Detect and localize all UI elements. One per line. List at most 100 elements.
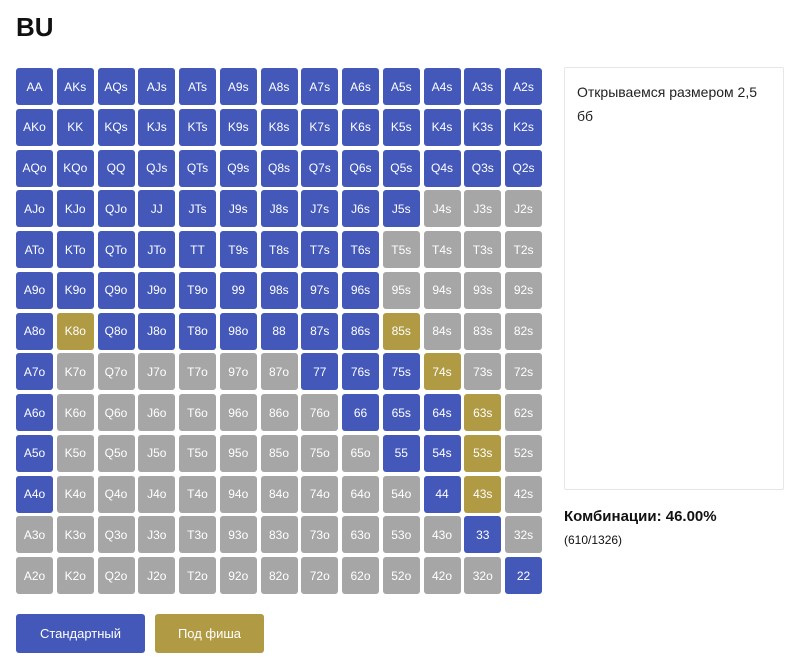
hand-cell-64o[interactable]: 64o: [342, 475, 379, 513]
hand-cell-Q6o[interactable]: Q6o: [97, 394, 135, 431]
hand-cell-J8s[interactable]: J8s: [260, 190, 298, 228]
hand-cell-J5o[interactable]: J5o: [138, 434, 176, 472]
hand-cell-62o[interactable]: 62o: [342, 557, 379, 594]
hand-cell-Q4s[interactable]: Q4s: [423, 149, 461, 187]
hand-cell-A3s[interactable]: A3s: [464, 68, 502, 105]
hand-cell-75s[interactable]: 75s: [382, 353, 420, 391]
hand-cell-86s[interactable]: 86s: [342, 312, 379, 350]
hand-cell-32s[interactable]: 32s: [505, 516, 542, 554]
hand-cell-JJ[interactable]: JJ: [138, 190, 176, 228]
hand-cell-T4s[interactable]: T4s: [423, 231, 461, 268]
hand-cell-Q3s[interactable]: Q3s: [464, 149, 502, 187]
hand-cell-QTs[interactable]: QTs: [179, 149, 216, 187]
hand-cell-T5s[interactable]: T5s: [382, 231, 420, 268]
hand-cell-T7s[interactable]: T7s: [301, 231, 339, 268]
hand-cell-87s[interactable]: 87s: [301, 312, 339, 350]
hand-cell-AQo[interactable]: AQo: [16, 149, 53, 187]
hand-cell-T9s[interactable]: T9s: [219, 231, 257, 268]
hand-cell-T2o[interactable]: T2o: [179, 557, 216, 594]
hand-cell-T3s[interactable]: T3s: [464, 231, 502, 268]
hand-cell-K3s[interactable]: K3s: [464, 108, 502, 146]
hand-cell-Q8o[interactable]: Q8o: [97, 312, 135, 350]
hand-cell-82s[interactable]: 82s: [505, 312, 542, 350]
hand-cell-QJs[interactable]: QJs: [138, 149, 176, 187]
hand-cell-43o[interactable]: 43o: [423, 516, 461, 554]
hand-cell-42s[interactable]: 42s: [505, 475, 542, 513]
hand-cell-J3s[interactable]: J3s: [464, 190, 502, 228]
hand-cell-K7s[interactable]: K7s: [301, 108, 339, 146]
hand-cell-Q3o[interactable]: Q3o: [97, 516, 135, 554]
hand-cell-97s[interactable]: 97s: [301, 271, 339, 309]
hand-cell-J6s[interactable]: J6s: [342, 190, 379, 228]
hand-cell-J8o[interactable]: J8o: [138, 312, 176, 350]
hand-cell-JTs[interactable]: JTs: [179, 190, 216, 228]
hand-cell-A2s[interactable]: A2s: [505, 68, 542, 105]
hand-cell-65o[interactable]: 65o: [342, 434, 379, 472]
hand-cell-A2o[interactable]: A2o: [16, 557, 53, 594]
hand-cell-JTo[interactable]: JTo: [138, 231, 176, 268]
hand-cell-A7o[interactable]: A7o: [16, 353, 53, 391]
hand-cell-Q5o[interactable]: Q5o: [97, 434, 135, 472]
hand-cell-93o[interactable]: 93o: [219, 516, 257, 554]
hand-cell-K5s[interactable]: K5s: [382, 108, 420, 146]
hand-cell-Q9s[interactable]: Q9s: [219, 149, 257, 187]
hand-cell-63o[interactable]: 63o: [342, 516, 379, 554]
hand-cell-Q7s[interactable]: Q7s: [301, 149, 339, 187]
hand-cell-85o[interactable]: 85o: [260, 434, 298, 472]
hand-cell-T7o[interactable]: T7o: [179, 353, 216, 391]
hand-cell-T6o[interactable]: T6o: [179, 394, 216, 431]
hand-cell-KJs[interactable]: KJs: [138, 108, 176, 146]
hand-cell-AA[interactable]: AA: [16, 68, 53, 105]
vs-fish-range-button[interactable]: Под фиша: [155, 614, 264, 653]
hand-cell-T5o[interactable]: T5o: [179, 434, 216, 472]
hand-cell-ATs[interactable]: ATs: [179, 68, 216, 105]
hand-cell-66[interactable]: 66: [342, 394, 379, 431]
hand-cell-65s[interactable]: 65s: [382, 394, 420, 431]
hand-cell-A3o[interactable]: A3o: [16, 516, 53, 554]
hand-cell-A7s[interactable]: A7s: [301, 68, 339, 105]
hand-cell-T4o[interactable]: T4o: [179, 475, 216, 513]
hand-cell-A5o[interactable]: A5o: [16, 434, 53, 472]
hand-cell-53o[interactable]: 53o: [382, 516, 420, 554]
hand-cell-QQ[interactable]: QQ: [97, 149, 135, 187]
hand-cell-K4o[interactable]: K4o: [56, 475, 94, 513]
hand-cell-K7o[interactable]: K7o: [56, 353, 94, 391]
hand-cell-99[interactable]: 99: [219, 271, 257, 309]
hand-cell-AKo[interactable]: AKo: [16, 108, 53, 146]
hand-cell-Q5s[interactable]: Q5s: [382, 149, 420, 187]
hand-cell-72s[interactable]: 72s: [505, 353, 542, 391]
hand-cell-AJs[interactable]: AJs: [138, 68, 176, 105]
hand-cell-J2s[interactable]: J2s: [505, 190, 542, 228]
hand-cell-KK[interactable]: KK: [56, 108, 94, 146]
hand-cell-T9o[interactable]: T9o: [179, 271, 216, 309]
hand-cell-82o[interactable]: 82o: [260, 557, 298, 594]
hand-cell-Q9o[interactable]: Q9o: [97, 271, 135, 309]
hand-cell-J7s[interactable]: J7s: [301, 190, 339, 228]
hand-cell-95s[interactable]: 95s: [382, 271, 420, 309]
hand-cell-K2o[interactable]: K2o: [56, 557, 94, 594]
hand-cell-J7o[interactable]: J7o: [138, 353, 176, 391]
hand-cell-AKs[interactable]: AKs: [56, 68, 94, 105]
hand-cell-83s[interactable]: 83s: [464, 312, 502, 350]
hand-cell-T8s[interactable]: T8s: [260, 231, 298, 268]
hand-cell-Q6s[interactable]: Q6s: [342, 149, 379, 187]
hand-cell-92o[interactable]: 92o: [219, 557, 257, 594]
standard-range-button[interactable]: Стандартный: [16, 614, 145, 653]
hand-cell-A6s[interactable]: A6s: [342, 68, 379, 105]
hand-cell-AQs[interactable]: AQs: [97, 68, 135, 105]
hand-cell-42o[interactable]: 42o: [423, 557, 461, 594]
hand-cell-K8o[interactable]: K8o: [56, 312, 94, 350]
hand-cell-A6o[interactable]: A6o: [16, 394, 53, 431]
hand-cell-74o[interactable]: 74o: [301, 475, 339, 513]
hand-cell-75o[interactable]: 75o: [301, 434, 339, 472]
hand-cell-A8s[interactable]: A8s: [260, 68, 298, 105]
hand-cell-73o[interactable]: 73o: [301, 516, 339, 554]
hand-cell-64s[interactable]: 64s: [423, 394, 461, 431]
hand-cell-85s[interactable]: 85s: [382, 312, 420, 350]
hand-cell-QTo[interactable]: QTo: [97, 231, 135, 268]
hand-cell-K6o[interactable]: K6o: [56, 394, 94, 431]
hand-cell-T2s[interactable]: T2s: [505, 231, 542, 268]
hand-cell-T8o[interactable]: T8o: [179, 312, 216, 350]
hand-cell-J9s[interactable]: J9s: [219, 190, 257, 228]
hand-cell-77[interactable]: 77: [301, 353, 339, 391]
